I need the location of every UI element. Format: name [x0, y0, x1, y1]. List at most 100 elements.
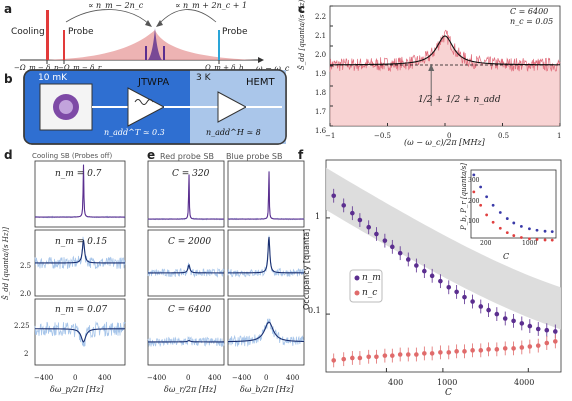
e-fit-line-2-1 — [227, 321, 305, 343]
f-point-1-12 — [429, 351, 435, 356]
inset-xtick-200: 200 — [480, 240, 492, 247]
tick-label-1: −Ω_m − δ_p — [14, 64, 59, 72]
f-xtick-400: 400 — [388, 378, 404, 387]
f-inset-point-1-0 — [472, 190, 476, 194]
d-row-1-label: n_m = 0.7 — [55, 169, 102, 179]
f-inset-point-1-5 — [505, 231, 509, 235]
c-xtick-0: 0 — [447, 132, 452, 140]
e-noise-trace-1-0 — [147, 262, 225, 278]
f-point-0-10 — [414, 263, 419, 268]
f-point-1-10 — [414, 352, 419, 357]
f-point-0-25 — [535, 326, 541, 332]
tick-label-2: −Ω_m − δ_r — [58, 64, 102, 72]
f-inset-point-1-1 — [479, 203, 483, 207]
f-point-1-11 — [422, 351, 427, 356]
d-xtick-1: −400 — [34, 374, 54, 382]
f-point-0-9 — [405, 257, 411, 262]
f-point-0-26 — [544, 327, 550, 333]
f-theory-band — [326, 167, 561, 330]
f-ylabel: Occupancy [quanta] — [302, 228, 311, 310]
temp-cold-label: 10 mK — [38, 73, 67, 83]
f-point-1-24 — [527, 344, 533, 349]
jtwpa-label: JTWPA — [138, 77, 170, 88]
f-point-0-3 — [357, 217, 363, 223]
f-inset-point-0-0 — [472, 173, 476, 177]
e-fit-line-2-0 — [148, 340, 224, 343]
d-row-2-label: n_m = 0.15 — [55, 237, 108, 247]
f-point-0-5 — [374, 231, 379, 237]
f-point-0-14 — [446, 284, 452, 290]
c-ytick-17: 1.7 — [315, 108, 327, 116]
panel-f-occupancy-plot — [325, 159, 562, 373]
c-xtick-1: 1 — [557, 132, 562, 140]
e-noise-trace-2-1 — [227, 318, 305, 348]
c-fit-line — [329, 35, 561, 66]
e-noise-trace-0-0 — [147, 174, 225, 221]
d-ytick-mid-a: 2.5 — [20, 262, 32, 270]
f-inset-point-1-3 — [491, 220, 495, 224]
f-point-1-21 — [502, 346, 508, 351]
e-blue-xtick-3: 400 — [286, 374, 300, 382]
e-frame-0-1 — [227, 160, 305, 228]
e-fit-line-0-0 — [147, 174, 225, 220]
panel-c-spectrum-plot — [329, 5, 561, 127]
c-xlabel: (ω − ω_c)/2π [MHz] — [404, 138, 485, 147]
e-frame-0-0 — [147, 160, 225, 228]
d-fit-line-0 — [34, 164, 126, 218]
c-ytick-22: 2.2 — [315, 13, 327, 21]
c-data-trace — [329, 29, 561, 73]
inset-xlabel: C — [503, 252, 510, 261]
f-inset-point-1-7 — [519, 236, 523, 239]
f-ytick-01: 0.1 — [308, 306, 321, 315]
f-inset-point-1-4 — [498, 226, 502, 230]
f-point-1-1 — [341, 356, 347, 362]
inset-ytick-100: 100 — [468, 218, 480, 225]
c-ylabel: S̄_dd [quanta/(s Hz)] — [298, 0, 306, 70]
d-xtick-2: 0 — [73, 374, 78, 382]
f-inset-point-0-5 — [505, 217, 509, 220]
f-point-1-22 — [511, 346, 516, 351]
d-row-3-label: n_m = 0.07 — [55, 305, 108, 315]
panel-a-spectrum — [20, 9, 264, 64]
e-blue-xtick-2: 0 — [264, 374, 269, 382]
c-ytick-20: 2.0 — [315, 51, 327, 59]
e-xlabel-blue: δω_b/2π [Hz] — [240, 385, 294, 394]
e-fit-line-0-1 — [227, 171, 305, 220]
f-legend-marker-nm — [354, 275, 360, 281]
e-frame-1-0 — [147, 229, 225, 297]
d-ytick-bot-b: 2 — [24, 350, 29, 358]
f-inset-point-1-10 — [543, 238, 547, 242]
f-point-0-20 — [494, 311, 500, 317]
e-blue-xtick-1: −400 — [232, 374, 252, 382]
d-ytick-mid-b: 2.0 — [20, 290, 32, 298]
f-xlabel: C — [445, 388, 452, 398]
e-noise-trace-1-1 — [227, 235, 305, 278]
c-xtick-m1: −1 — [325, 132, 336, 140]
c-xtick-m05: −0.5 — [374, 132, 391, 140]
f-point-0-21 — [502, 316, 508, 321]
f-point-0-0 — [331, 193, 337, 199]
f-point-0-11 — [422, 268, 427, 274]
f-point-1-6 — [382, 353, 388, 358]
f-inset-point-0-7 — [519, 224, 523, 228]
panel-e-probe-plots — [147, 160, 305, 366]
f-point-0-27 — [553, 329, 558, 334]
e-frame-2-0 — [147, 298, 225, 366]
f-legend-marker-nc — [354, 290, 360, 296]
f-xtick-1000: 1000 — [437, 378, 458, 387]
f-point-0-19 — [486, 307, 491, 313]
e-title-blue: Blue probe SB — [226, 152, 283, 161]
c-xtick-05: 0.5 — [498, 132, 510, 140]
f-inset-point-0-4 — [498, 211, 502, 214]
d-frame-0 — [34, 160, 126, 228]
panel-label-b: b — [4, 72, 13, 86]
panel-label-d: d — [4, 148, 13, 162]
f-point-1-8 — [397, 352, 403, 357]
probe-left-bar — [63, 30, 65, 60]
f-point-0-23 — [519, 321, 525, 326]
inset-xtick-1000: 1000 — [522, 240, 538, 247]
cooling-label: Cooling — [11, 27, 45, 37]
panel-label-f: f — [298, 148, 304, 162]
f-inset-point-0-11 — [550, 230, 554, 234]
f-point-0-15 — [454, 289, 459, 295]
